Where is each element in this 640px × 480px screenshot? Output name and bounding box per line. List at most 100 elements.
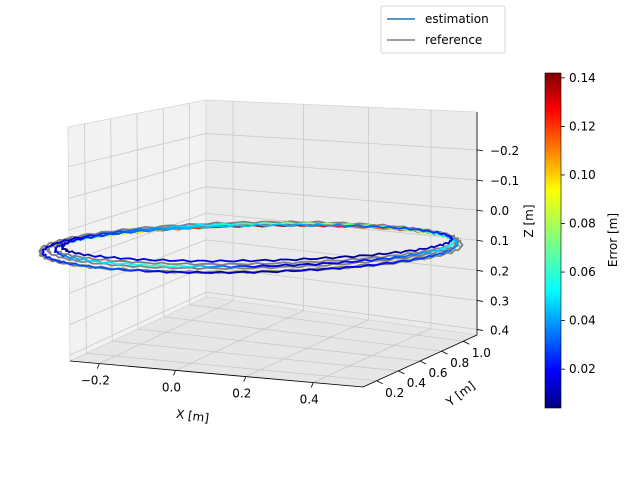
estimation-segment bbox=[324, 256, 334, 260]
estimation-segment bbox=[422, 254, 430, 260]
estimation-segment bbox=[409, 257, 416, 263]
estimation-segment bbox=[371, 252, 380, 257]
estimation-segment bbox=[359, 263, 370, 268]
estimation-segment bbox=[94, 254, 102, 258]
estimation-segment bbox=[175, 225, 185, 228]
estimation-segment bbox=[49, 243, 54, 247]
x-axis-label: X [m] bbox=[175, 407, 210, 425]
estimation-segment bbox=[397, 259, 405, 263]
estimation-segment bbox=[136, 257, 145, 262]
estimation-segment bbox=[303, 257, 312, 261]
estimation-segment bbox=[339, 265, 348, 270]
estimation-segment bbox=[331, 256, 340, 260]
estimation-segment bbox=[244, 265, 256, 268]
z-tick bbox=[476, 149, 484, 152]
z-tick-label: 0.0 bbox=[490, 204, 509, 218]
estimation-segment bbox=[157, 269, 168, 274]
y-axis-label: Y [m] bbox=[443, 379, 478, 410]
estimation-segment bbox=[378, 261, 388, 266]
estimation-segment bbox=[308, 268, 319, 272]
estimation-segment bbox=[330, 267, 341, 270]
legend-box bbox=[380, 5, 506, 54]
estimation-segment bbox=[196, 270, 206, 274]
y-tick-label: 1.0 bbox=[472, 346, 491, 360]
estimation-segment bbox=[228, 271, 237, 275]
estimation-segment bbox=[211, 259, 222, 263]
estimation-segment bbox=[183, 265, 193, 268]
estimation-segment bbox=[137, 268, 146, 273]
estimation-segment bbox=[122, 268, 131, 272]
estimation-segment bbox=[88, 264, 97, 269]
estimation-segment bbox=[203, 259, 214, 263]
estimation-segment bbox=[388, 250, 397, 255]
estimation-segment bbox=[195, 225, 206, 229]
z-tick bbox=[476, 209, 484, 212]
z-gridline-left bbox=[69, 291, 207, 356]
estimation-segment bbox=[253, 264, 264, 268]
z-gridline bbox=[205, 239, 478, 271]
estimation-segment bbox=[189, 223, 200, 228]
estimation-segment bbox=[154, 258, 165, 262]
y-tick-label: 0.4 bbox=[407, 376, 426, 390]
estimation-segment bbox=[166, 225, 178, 230]
legend-estimation-label: estimation bbox=[425, 12, 489, 26]
estimation-segment bbox=[337, 223, 347, 228]
estimation-segment bbox=[292, 263, 301, 267]
estimation-segment bbox=[213, 265, 224, 268]
y-tick bbox=[376, 380, 383, 385]
estimation-segment bbox=[239, 224, 250, 228]
estimation-segment bbox=[96, 260, 105, 264]
estimation-segment bbox=[134, 229, 143, 233]
z-axis-label: Z [m] bbox=[522, 204, 536, 237]
estimation-segment bbox=[364, 225, 372, 228]
estimation-segment bbox=[298, 262, 309, 266]
y-tick bbox=[441, 350, 448, 355]
estimation-segment bbox=[225, 224, 235, 229]
estimation-segment bbox=[129, 268, 139, 272]
x-tick-label: 0.4 bbox=[300, 393, 319, 407]
y-gridline-left bbox=[136, 113, 139, 330]
estimation-segment bbox=[357, 224, 367, 228]
estimation-segment bbox=[182, 259, 192, 263]
y-tick-label: 0.8 bbox=[450, 356, 469, 370]
estimation-segment bbox=[417, 251, 425, 255]
colorbar-tick-label: 0.08 bbox=[569, 217, 596, 231]
estimation-segment bbox=[276, 269, 287, 274]
estimation-segment bbox=[207, 265, 216, 269]
estimation-segment bbox=[230, 265, 240, 269]
estimation-segment bbox=[190, 259, 199, 263]
estimation-segment bbox=[117, 262, 127, 266]
colorbar-tick-label: 0.04 bbox=[569, 314, 596, 328]
estimation-segment bbox=[284, 263, 295, 267]
colorbar-tick-label: 0.10 bbox=[569, 168, 596, 182]
estimation-segment bbox=[398, 226, 407, 230]
estimation-segment bbox=[216, 225, 228, 229]
z-gridline-left bbox=[69, 266, 207, 326]
estimation-segment bbox=[382, 225, 391, 229]
estimation-segment bbox=[344, 255, 355, 259]
estimation-segment bbox=[187, 225, 198, 230]
estimation-segment bbox=[247, 223, 258, 228]
z-gridline bbox=[205, 133, 478, 151]
estimation-segment bbox=[356, 225, 365, 229]
estimation-segment bbox=[124, 262, 133, 266]
estimation-segment bbox=[275, 224, 286, 227]
estimation-segment bbox=[174, 226, 183, 230]
x-tick bbox=[310, 382, 314, 388]
estimation-segment bbox=[326, 222, 335, 226]
z-gridline bbox=[205, 291, 478, 330]
estimation-segment bbox=[233, 259, 244, 263]
x-tick-label: −0.2 bbox=[81, 374, 110, 388]
y-gridline bbox=[163, 316, 442, 352]
estimation-segment bbox=[249, 259, 258, 263]
estimation-segment bbox=[386, 261, 395, 265]
estimation-segment bbox=[150, 264, 158, 268]
z-gridline-left bbox=[68, 186, 207, 231]
colorbar-ticks: 0.02 0.04 0.06 0.08 0.10 0.12 0.14 bbox=[561, 71, 596, 376]
estimation-segment bbox=[213, 222, 223, 226]
estimation-segment bbox=[152, 226, 161, 230]
estimation-segment bbox=[191, 264, 202, 268]
estimation-segment bbox=[147, 228, 157, 233]
estimation-segment bbox=[364, 258, 373, 262]
estimation-segment bbox=[170, 264, 180, 268]
